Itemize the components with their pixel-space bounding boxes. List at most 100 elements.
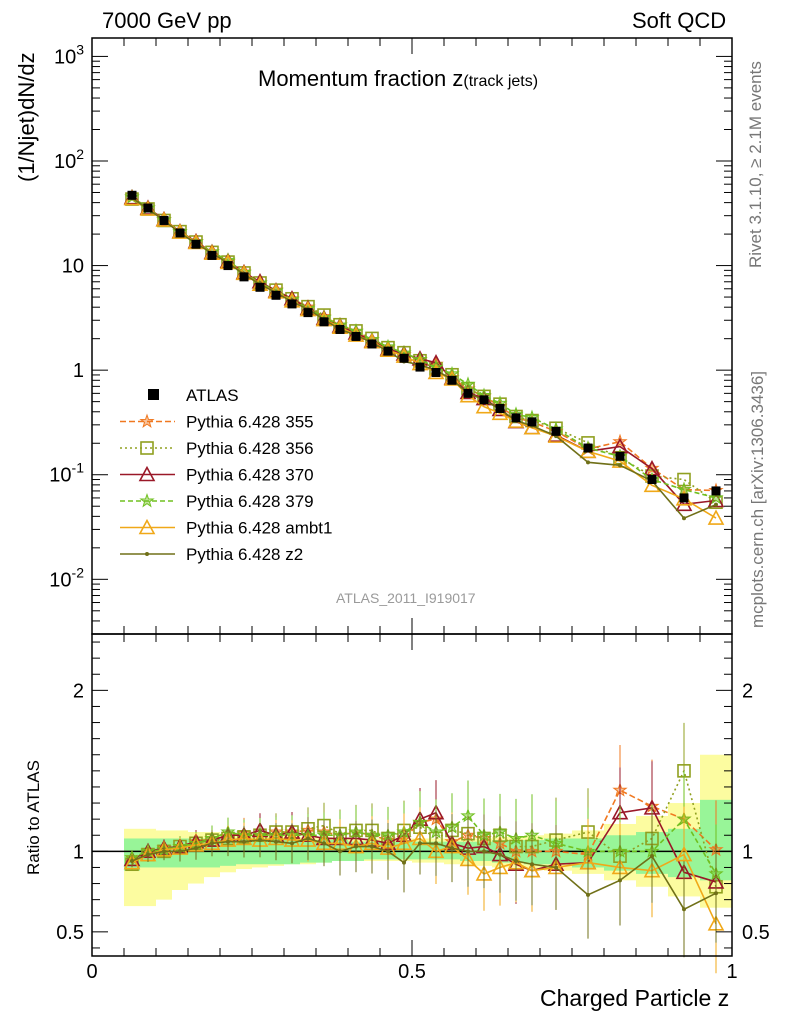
x-tick-label: 0.5	[398, 961, 426, 983]
legend-marker	[139, 413, 155, 429]
data-point	[495, 403, 505, 413]
data-point	[207, 250, 217, 260]
ratio-point	[123, 853, 141, 870]
data-point	[143, 203, 153, 213]
data-point	[383, 346, 393, 356]
series-line-ratio	[131, 814, 717, 875]
y-tick-label: 1	[73, 360, 84, 382]
data-point	[159, 215, 169, 225]
ratio-point	[554, 865, 558, 870]
ratio-point	[322, 841, 326, 846]
mcplots-reference-label: mcplots.cern.ch [arXiv:1306.3436]	[748, 370, 767, 628]
ratio-point	[274, 839, 278, 844]
ratio-point	[242, 839, 246, 844]
ratio-point	[194, 846, 198, 851]
ratio-point	[290, 841, 294, 846]
ratio-point	[306, 836, 310, 841]
ratio-point	[338, 849, 342, 854]
x-axis-ticks: 0 0.5 1	[86, 38, 738, 983]
main-point	[618, 463, 622, 468]
legend-marker	[138, 518, 156, 535]
main-point	[714, 502, 718, 507]
data-point	[351, 331, 361, 341]
data-point	[303, 308, 313, 318]
main-point	[682, 516, 686, 521]
y-axis-ticks-ratio: 0.5 0.5 1 1 2 2	[56, 641, 770, 949]
ratio-point	[226, 839, 230, 844]
data-point	[479, 395, 489, 405]
legend-marker	[145, 552, 149, 556]
ratio-point	[618, 878, 622, 883]
ratio-point	[386, 849, 390, 854]
ratio-tick-label-left: 0.5	[56, 922, 84, 944]
atlas-data-series	[127, 190, 721, 503]
main-point	[707, 509, 725, 525]
header-energy-label: 7000 GeV pp	[102, 8, 232, 33]
x-tick-label: 1	[726, 961, 737, 983]
chart-title: Momentum fraction z(track jets)	[258, 66, 538, 92]
data-point	[255, 282, 265, 292]
legend-label: Pythia 6.428 370	[186, 466, 314, 485]
series-line-ratio	[131, 837, 717, 911]
ratio-tick-label-right: 0.5	[742, 922, 770, 944]
legend-label: Pythia 6.428 356	[186, 439, 314, 458]
ratio-point	[370, 844, 374, 849]
legend-marker	[140, 441, 154, 455]
ratio-point	[714, 891, 718, 896]
main-point	[412, 351, 428, 367]
y-tick-label: 10	[62, 256, 84, 278]
data-point	[175, 228, 185, 238]
data-point	[551, 426, 561, 436]
legend-data-marker	[148, 389, 159, 400]
legend-label: Pythia 6.428 379	[186, 492, 314, 511]
series-line-ratio	[131, 768, 717, 887]
y-tick-label: 103	[54, 41, 84, 68]
data-point	[527, 417, 537, 427]
main-point	[460, 376, 476, 391]
ratio-point	[418, 841, 422, 846]
ratio-point	[682, 907, 686, 912]
legend-label: ATLAS	[186, 386, 239, 405]
data-point	[463, 388, 473, 398]
y-tick-label: 102	[54, 146, 84, 173]
data-point	[223, 261, 233, 271]
ratio-point	[466, 849, 470, 854]
data-point	[367, 339, 377, 349]
data-point	[287, 299, 297, 309]
y-tick-label: 10-2	[49, 564, 84, 591]
series-line-main	[131, 196, 717, 506]
data-point	[647, 475, 657, 485]
ratio-point	[354, 844, 358, 849]
y-axis-label: (1/Njet)dN/dz	[14, 52, 39, 182]
ratio-uncertainty-bands	[124, 754, 732, 908]
ratio-point	[530, 862, 534, 867]
data-point	[615, 451, 625, 461]
ratio-tick-label-left: 1	[73, 841, 84, 863]
data-point	[127, 190, 137, 200]
main-point	[475, 398, 493, 414]
legend-marker	[138, 465, 156, 482]
data-point	[679, 493, 689, 503]
main-point	[709, 495, 723, 510]
data-point	[511, 413, 521, 423]
x-axis-label: Charged Particle z	[540, 985, 730, 1011]
main-point	[677, 472, 691, 487]
x-tick-label: 0	[86, 961, 97, 983]
data-point	[319, 317, 329, 327]
main-point	[675, 495, 693, 512]
ratio-frame	[91, 633, 733, 957]
ratio-tick-label-left: 2	[73, 680, 84, 702]
legend: ATLAS Pythia 6.428 355 Pythia 6.428 356 Pyt…	[120, 386, 332, 564]
ratio-point	[650, 854, 654, 859]
ratio-point	[258, 838, 262, 843]
ratio-point	[498, 852, 502, 857]
ratio-point	[402, 860, 406, 865]
legend-label: Pythia 6.428 ambt1	[186, 519, 332, 538]
legend-label: Pythia 6.428 355	[186, 413, 314, 432]
data-point	[335, 324, 345, 334]
ratio-point	[514, 859, 518, 864]
data-point	[191, 239, 201, 249]
y-tick-label: 10-1	[49, 460, 84, 487]
main-point	[586, 460, 590, 465]
rivet-version-label: Rivet 3.1.10, ≥ 2.1M events	[746, 61, 765, 268]
